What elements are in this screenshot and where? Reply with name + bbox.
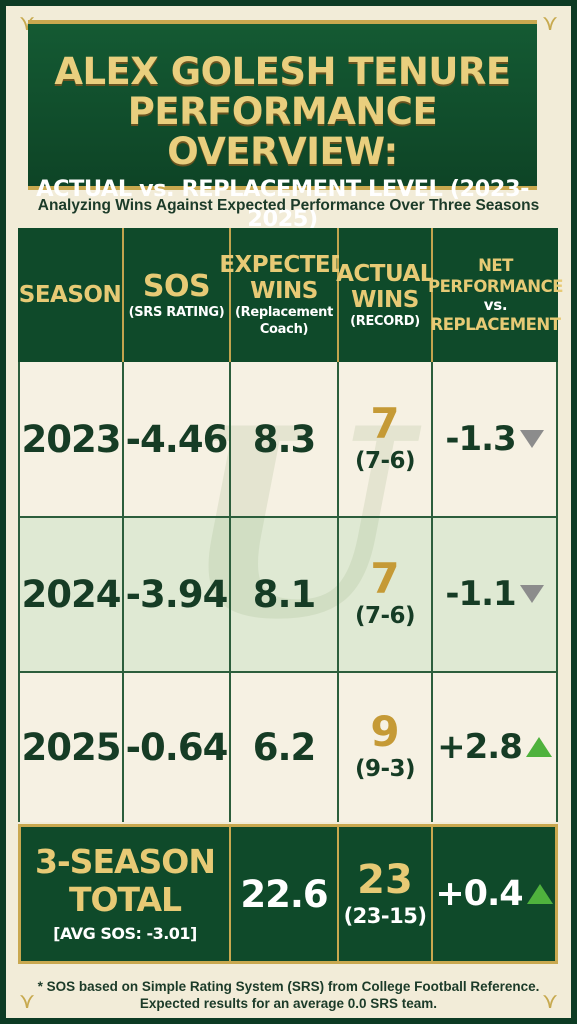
net-value: -1.1 bbox=[445, 574, 516, 614]
table-row-2024-expected: 8.1 bbox=[231, 517, 337, 671]
total-expected: 22.6 bbox=[231, 827, 337, 961]
expected-value: 6.2 bbox=[252, 725, 317, 769]
season-value: 2025 bbox=[21, 725, 122, 769]
wins-value: 9 bbox=[370, 707, 400, 756]
header-actual-line2: WINS bbox=[351, 286, 419, 313]
header-net: NET PERFORMANCE vs. REPLACEMENT bbox=[428, 228, 563, 362]
title-banner: ALEX GOLESH TENURE PERFORMANCE OVERVIEW:… bbox=[28, 20, 537, 232]
table-row-2023-expected: 8.3 bbox=[231, 362, 337, 516]
grid-line bbox=[229, 362, 231, 822]
grid-line bbox=[18, 516, 558, 518]
footnote: * SOS based on Simple Rating System (SRS… bbox=[0, 978, 577, 1012]
header-actual-line1: ACTUAL bbox=[336, 260, 434, 287]
grid-line bbox=[431, 362, 433, 822]
header-season-label: SEASON bbox=[18, 282, 122, 308]
header-season: SEASON bbox=[18, 228, 124, 362]
table-row-2024-season: 2024 bbox=[20, 517, 122, 671]
grid-line bbox=[337, 362, 339, 822]
grid-line bbox=[431, 827, 433, 961]
total-actual: 23 (23-15) bbox=[339, 827, 431, 961]
header-expected-line1: EXPECTED bbox=[219, 252, 349, 278]
total-label-line1: 3-SEASON bbox=[35, 842, 216, 881]
table-row-2024-actual: 7 (7-6) bbox=[339, 517, 431, 671]
table-row-2025-actual: 9 (9-3) bbox=[339, 672, 431, 822]
record-value: (7-6) bbox=[354, 448, 416, 474]
table-row-2023-net: -1.3 bbox=[433, 362, 556, 516]
grid-line bbox=[18, 671, 558, 673]
total-label-line2: TOTAL bbox=[68, 880, 182, 919]
season-value: 2023 bbox=[21, 417, 122, 461]
header-actual: ACTUAL WINS (RECORD) bbox=[336, 228, 434, 362]
triangle-up-icon bbox=[526, 884, 553, 904]
record-value: (7-6) bbox=[354, 603, 416, 629]
table-row-2025-sos: -0.64 bbox=[124, 672, 229, 822]
header-expected-line2: WINS bbox=[250, 278, 318, 304]
header-expected: EXPECTED WINS (Replacement Coach) bbox=[219, 228, 349, 362]
total-label: 3-SEASON TOTAL [AVG SOS: -3.01] bbox=[21, 827, 229, 961]
header-actual-sub: (RECORD) bbox=[350, 313, 420, 329]
total-row bbox=[18, 824, 558, 964]
expected-value: 8.1 bbox=[252, 572, 317, 616]
triangle-down-icon bbox=[519, 430, 544, 448]
table-row-2023-actual: 7 (7-6) bbox=[339, 362, 431, 516]
triangle-down-icon bbox=[519, 585, 544, 603]
row-background-2023 bbox=[18, 362, 558, 517]
title-line-2: PERFORMANCE OVERVIEW: bbox=[127, 90, 438, 173]
grid-line bbox=[556, 362, 558, 822]
grid-line bbox=[122, 362, 124, 822]
header-expected-sub2: Coach) bbox=[259, 322, 309, 337]
total-net: +0.4 bbox=[433, 827, 555, 961]
season-value: 2024 bbox=[21, 572, 122, 616]
total-avg-sos: [AVG SOS: -3.01] bbox=[53, 924, 197, 943]
record-value: (9-3) bbox=[354, 756, 416, 782]
expected-value: 8.3 bbox=[252, 417, 317, 461]
bull-horns-icon: ⋎ bbox=[18, 989, 36, 1014]
net-value: -1.3 bbox=[445, 419, 516, 459]
header-net-line2: PERFORMANCE bbox=[428, 277, 563, 296]
table-row-2025-season: 2025 bbox=[20, 672, 122, 822]
title-line-1: ALEX GOLESH TENURE bbox=[54, 50, 511, 93]
header-expected-sub1: (Replacement bbox=[234, 305, 334, 320]
footnote-line-1: * SOS based on Simple Rating System (SRS… bbox=[37, 979, 540, 994]
header-net-line1: NET bbox=[478, 256, 513, 275]
total-wins-value: 23 bbox=[357, 857, 413, 903]
bull-logo-watermark: U bbox=[181, 372, 409, 677]
sos-value: -4.46 bbox=[125, 417, 229, 461]
table-row-2024-sos: -3.94 bbox=[124, 517, 229, 671]
bull-horns-icon: ⋎ bbox=[541, 989, 559, 1014]
row-background-2025 bbox=[18, 672, 558, 822]
grid-line bbox=[337, 827, 339, 961]
grid-line bbox=[229, 827, 231, 961]
header-sos-label: SOS bbox=[142, 268, 211, 304]
subtitle: ACTUAL vs. REPLACEMENT LEVEL (2023-2025) bbox=[36, 176, 529, 232]
wins-value: 7 bbox=[370, 399, 400, 448]
total-record-value: (23-15) bbox=[343, 904, 427, 928]
header-net-line4: REPLACEMENT bbox=[430, 315, 562, 334]
grid-line bbox=[18, 362, 20, 822]
tagline: Analyzing Wins Against Expected Performa… bbox=[37, 197, 540, 214]
table-row-2025-expected: 6.2 bbox=[231, 672, 337, 822]
table-row-2024-net: -1.1 bbox=[433, 517, 556, 671]
row-background-2024 bbox=[18, 517, 558, 672]
header-net-line3: vs. bbox=[483, 296, 508, 314]
header-sos-sub: (SRS RATING) bbox=[128, 304, 225, 320]
bull-horns-icon: ⋎ bbox=[541, 11, 559, 36]
sos-value: -0.64 bbox=[125, 725, 229, 769]
table-row-2023-season: 2023 bbox=[20, 362, 122, 516]
header-sos: SOS (SRS RATING) bbox=[124, 228, 231, 362]
table-row-2023-sos: -4.46 bbox=[124, 362, 229, 516]
wins-value: 7 bbox=[370, 554, 400, 603]
triangle-up-icon bbox=[525, 737, 552, 757]
total-expected-value: 22.6 bbox=[240, 872, 328, 916]
table-row-2025-net: +2.8 bbox=[433, 672, 556, 822]
total-net-value: +0.4 bbox=[435, 874, 523, 914]
sos-value: -3.94 bbox=[125, 572, 229, 616]
footnote-line-2: Expected results for an average 0.0 SRS … bbox=[139, 996, 438, 1011]
net-value: +2.8 bbox=[437, 727, 523, 767]
